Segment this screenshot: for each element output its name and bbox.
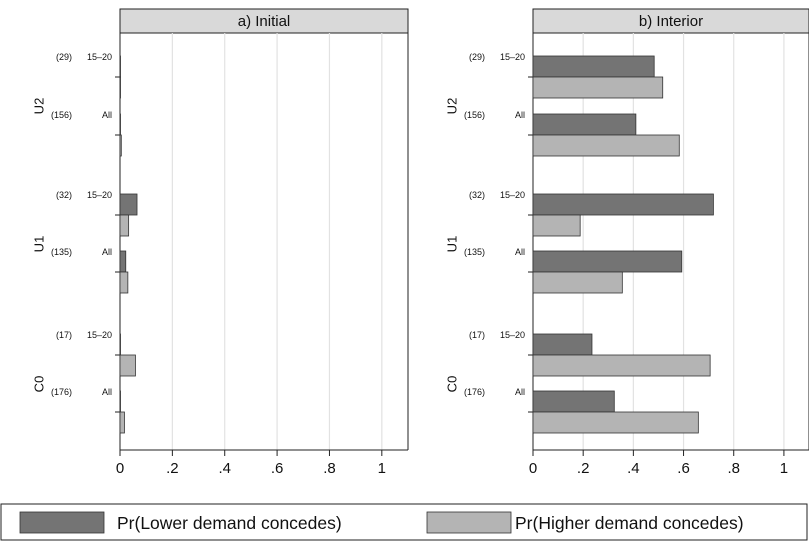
row-label: All (102, 387, 112, 397)
panel-title: b) Interior (639, 13, 703, 30)
row-count-label: (135) (464, 247, 485, 257)
x-tick-label: 1 (378, 460, 386, 477)
row-label: All (102, 110, 112, 120)
x-tick-label: .8 (323, 460, 336, 477)
group-label: C0 (444, 376, 459, 393)
bar-lower-demand (119, 113, 121, 136)
row-label: 15–20 (500, 52, 525, 62)
bar-higher-demand (532, 271, 623, 294)
bar-higher-demand (532, 134, 680, 157)
row-count-label: (176) (464, 387, 485, 397)
x-tick-label: .6 (677, 460, 690, 477)
panel-header (119, 8, 409, 34)
panel-title: a) Initial (238, 13, 291, 30)
bar-higher-demand (119, 411, 125, 434)
row-count-label: (156) (464, 110, 485, 120)
x-tick-label: .4 (218, 460, 231, 477)
row-count-label: (176) (51, 387, 72, 397)
bar-lower-demand (532, 390, 615, 413)
bar-lower-demand (119, 250, 127, 273)
bar-lower-demand (119, 55, 121, 78)
bar-lower-demand (532, 250, 683, 273)
bar-lower-demand (119, 193, 138, 216)
row-count-label: (17) (469, 330, 485, 340)
bar-higher-demand (532, 214, 581, 237)
bar-higher-demand (532, 411, 699, 434)
row-label: 15–20 (87, 52, 112, 62)
row-label: All (102, 247, 112, 257)
x-tick-label: .2 (166, 460, 179, 477)
legend-swatch (19, 511, 105, 534)
bar-higher-demand (532, 76, 664, 99)
group-label: U2 (31, 98, 46, 115)
group-label: U1 (444, 236, 459, 253)
bar-lower-demand (532, 193, 714, 216)
legend-box (0, 503, 808, 541)
group-label: U2 (444, 98, 459, 115)
row-count-label: (29) (56, 52, 72, 62)
row-label: All (515, 247, 525, 257)
bar-higher-demand (119, 76, 121, 99)
row-count-label: (32) (469, 190, 485, 200)
x-tick-label: .4 (627, 460, 640, 477)
x-tick-label: .6 (271, 460, 284, 477)
row-count-label: (32) (56, 190, 72, 200)
row-label: All (515, 387, 525, 397)
x-tick-label: .8 (727, 460, 740, 477)
row-count-label: (135) (51, 247, 72, 257)
bar-higher-demand (119, 134, 122, 157)
chart-panel-2: b) Interior 0 .2 .4 .6 .8 1 U2 (29) 15–20 (156) All… (444, 8, 809, 477)
bar-lower-demand (532, 333, 593, 356)
x-tick-label: .2 (577, 460, 590, 477)
legend-label: Pr(Lower demand concedes) (117, 513, 342, 533)
x-tick-label: 0 (529, 460, 537, 477)
x-tick-label: 1 (780, 460, 788, 477)
bar-lower-demand (532, 55, 655, 78)
row-count-label: (29) (469, 52, 485, 62)
legend-label: Pr(Higher demand concedes) (515, 513, 744, 533)
bar-higher-demand (119, 354, 136, 377)
row-label: 15–20 (500, 190, 525, 200)
row-count-label: (17) (56, 330, 72, 340)
x-tick-label: 0 (116, 460, 124, 477)
legend-swatch (426, 511, 512, 534)
legend: Pr(Lower demand concedes) Pr(Higher deman… (0, 503, 808, 541)
row-label: 15–20 (500, 330, 525, 340)
group-label: C0 (31, 376, 46, 393)
row-count-label: (156) (51, 110, 72, 120)
bar-lower-demand (119, 333, 121, 356)
bar-lower-demand (119, 390, 121, 413)
row-label: 15–20 (87, 190, 112, 200)
row-label: All (515, 110, 525, 120)
bar-higher-demand (119, 214, 130, 237)
bar-higher-demand (532, 354, 711, 377)
group-label: U1 (31, 236, 46, 253)
bar-higher-demand (119, 271, 129, 294)
chart-panel-1: a) Initial 0 .2 .4 .6 .8 1 U2 (29) 15–20 (156) All U… (31, 8, 409, 477)
panel-header (532, 8, 809, 34)
bar-lower-demand (532, 113, 637, 136)
row-label: 15–20 (87, 330, 112, 340)
